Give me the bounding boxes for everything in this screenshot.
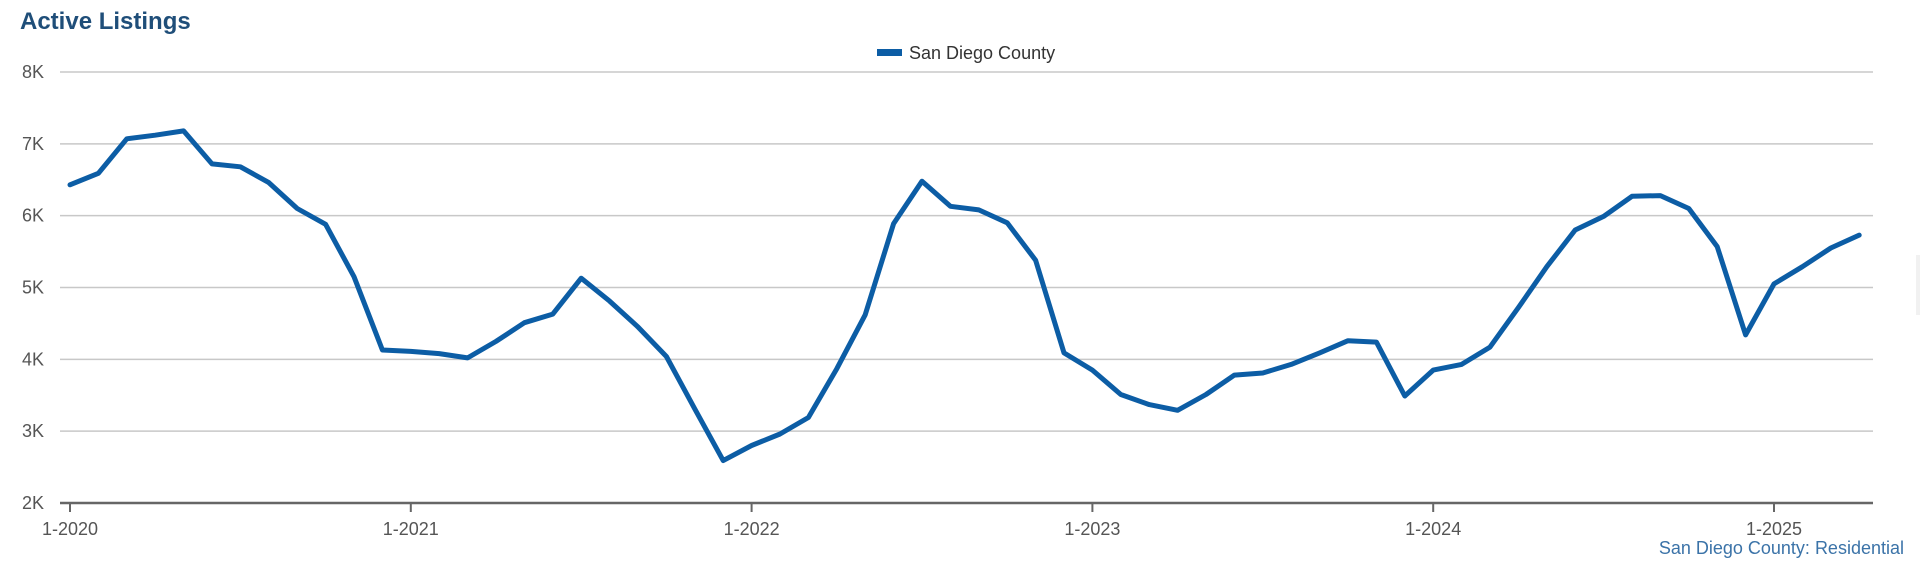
x-tick-label: 1-2021 xyxy=(383,519,439,539)
x-axis-tick-labels: 1-2020 1-2021 1-2022 1-2023 1-2024 1-2025 xyxy=(42,519,1802,539)
chart-title: Active Listings xyxy=(20,8,191,35)
series-layer xyxy=(67,128,1862,464)
y-tick-label: 2K xyxy=(22,493,44,513)
y-tick-label: 5K xyxy=(22,278,44,298)
x-tick-label: 1-2020 xyxy=(42,519,98,539)
gridlines xyxy=(60,71,1873,432)
y-tick-label: 8K xyxy=(22,62,44,82)
y-tick-label: 7K xyxy=(22,134,44,154)
source-note: San Diego County: Residential xyxy=(1658,538,1904,558)
x-tick-label: 1-2025 xyxy=(1746,519,1802,539)
x-tick-label: 1-2022 xyxy=(724,519,780,539)
y-tick-label: 4K xyxy=(22,349,44,369)
legend[interactable]: San Diego County xyxy=(877,43,1055,63)
y-tick-label: 6K xyxy=(22,206,44,226)
legend-swatch xyxy=(877,49,902,56)
legend-label[interactable]: San Diego County xyxy=(909,43,1055,63)
y-axis-tick-labels: 2K 3K 4K 5K 6K 7K 8K xyxy=(22,62,44,513)
series-line xyxy=(67,128,1862,464)
x-tick-label: 1-2023 xyxy=(1064,519,1120,539)
x-tick-label: 1-2024 xyxy=(1405,519,1461,539)
x-axis xyxy=(60,501,1873,512)
edge-scroll-tab[interactable] xyxy=(1916,255,1920,315)
y-tick-label: 3K xyxy=(22,421,44,441)
